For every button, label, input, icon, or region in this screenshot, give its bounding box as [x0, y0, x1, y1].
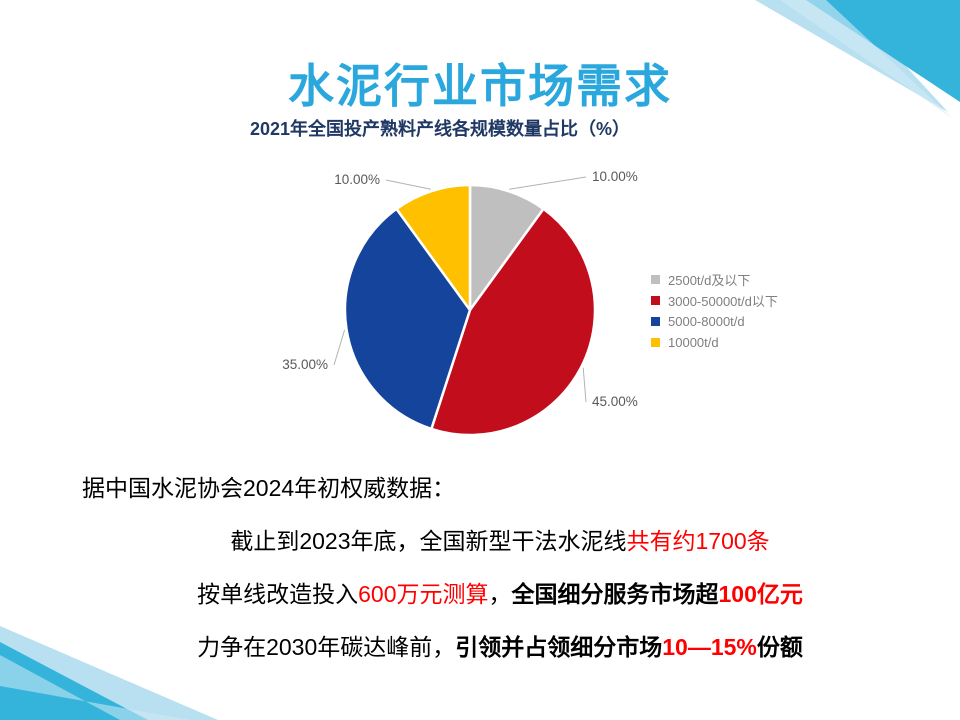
body-line-3: 力争在2030年碳达峰前，引领并占领细分市场10—15%份额: [0, 621, 960, 674]
pie-slice-2: [343, 207, 472, 431]
body-line-1: 截止到2023年底，全国新型干法水泥线共有约1700条: [0, 515, 960, 568]
body-text-segment: 力争在2030年碳达峰前，: [197, 634, 456, 660]
legend-item-2: 5000-8000t/d: [651, 311, 778, 332]
body-text-segment: ，: [488, 581, 512, 607]
pie-leader-line-3: [385, 179, 431, 190]
legend-label: 10000t/d: [668, 335, 719, 350]
legend-label: 3000-50000t/d以下: [668, 294, 778, 309]
legend-label: 2500t/d及以下: [668, 273, 751, 288]
legend-swatch-icon: [651, 296, 660, 305]
pie-leader-line-2: [333, 329, 346, 366]
pie-data-label-1: 45.00%: [592, 394, 638, 409]
slide-title: 水泥行业市场需求: [288, 60, 672, 112]
pie-leader-line-0: [509, 176, 587, 190]
body-text-segment: 据中国水泥协会2024年初权威数据：: [82, 475, 456, 501]
pie-slice-0: [468, 183, 545, 312]
legend-item-1: 3000-50000t/d以下: [651, 290, 778, 311]
legend-item-0: 2500t/d及以下: [651, 269, 778, 290]
legend-swatch-icon: [651, 317, 660, 326]
body-text-segment: 份额: [756, 634, 803, 660]
body-line-0: 据中国水泥协会2024年初权威数据：: [0, 462, 960, 515]
body-text-segment: 截止到2023年底，全国新型干法水泥线: [230, 528, 627, 554]
body-text-segment: 按单线改造投入: [197, 581, 359, 607]
body-text-segment: 全国细分服务市场超: [511, 581, 719, 607]
pie-slice-3: [395, 183, 472, 312]
highlight-text: 共有约1700条: [626, 528, 770, 554]
chart-legend: 2500t/d及以下 3000-50000t/d以下 5000-8000t/d 100…: [651, 269, 778, 353]
legend-label: 5000-8000t/d: [668, 314, 745, 329]
pie-chart: 10.00% 45.00% 35.00% 10.00%: [282, 169, 638, 437]
body-text-segment: 引领并占领细分市场: [455, 634, 663, 660]
highlight-text: 600万元测算: [358, 581, 489, 607]
chart-title: 2021年全国投产熟料产线各规模数量占比（%）: [249, 119, 631, 139]
body-text-block: 据中国水泥协会2024年初权威数据： 截止到2023年底，全国新型干法水泥线共有约…: [0, 462, 960, 674]
highlight-text: 100亿元: [718, 581, 803, 607]
legend-item-3: 10000t/d: [651, 332, 778, 353]
pie-data-label-3: 10.00%: [334, 172, 380, 187]
pie-data-label-0: 10.00%: [592, 169, 638, 184]
body-line-2: 按单线改造投入600万元测算，全国细分服务市场超100亿元: [0, 568, 960, 621]
highlight-text: 10—15%: [662, 634, 757, 660]
legend-swatch-icon: [651, 275, 660, 284]
pie-leader-line-1: [582, 367, 587, 403]
legend-swatch-icon: [651, 338, 660, 347]
pie-slice-1: [430, 207, 597, 437]
pie-data-label-2: 35.00%: [282, 357, 328, 372]
